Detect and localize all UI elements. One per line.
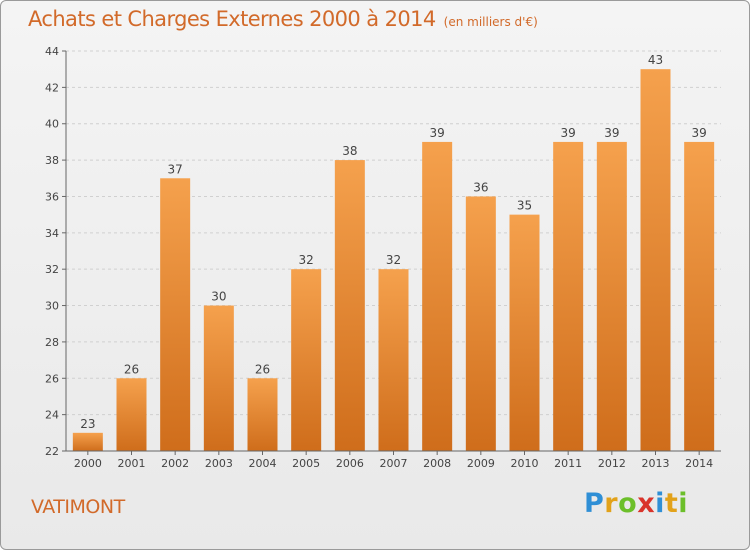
y-tick-label: 38 [45,154,59,167]
x-tick-label-2002: 2002 [161,457,189,470]
data-label-2001: 26 [124,362,139,376]
x-tick-label-2008: 2008 [423,457,451,470]
bar-2003 [203,305,234,451]
data-label-2008: 39 [430,126,445,140]
data-label-2009: 36 [473,180,488,194]
data-label-2014: 39 [692,126,707,140]
y-tick-label: 42 [45,81,59,94]
y-tick-label: 30 [45,300,59,313]
x-tick-label-2003: 2003 [205,457,233,470]
data-label-2006: 38 [342,144,357,158]
bars: 23 26 37 30 26 32 38 32 39 36 35 39 39 43 39 [72,53,715,452]
bar-2006 [334,160,365,451]
bar-2012 [596,141,627,451]
x-tick-label-2013: 2013 [642,457,670,470]
proxiti-logo: Proxiti [584,488,688,519]
logo-letter: x [637,488,656,519]
data-label-2011: 39 [561,126,576,140]
bar-2009 [465,196,496,451]
logo-letter: P [584,488,605,519]
x-tick-label-2001: 2001 [118,457,146,470]
bar-2011 [553,141,584,451]
bar-2002 [160,178,191,452]
y-tick-label: 32 [45,263,59,276]
bar-2008 [422,141,453,451]
bar-2004 [247,378,278,451]
data-label-2000: 23 [80,417,95,431]
y-tick-label: 36 [45,190,59,203]
data-label-2003: 30 [211,290,226,304]
x-tick-label-2009: 2009 [467,457,495,470]
logo-letter: i [655,488,665,519]
x-tick-label-2006: 2006 [336,457,364,470]
x-tick-label-2000: 2000 [74,457,102,470]
logo-letter: i [678,488,689,519]
data-label-2005: 32 [299,253,314,267]
bar-2001 [116,378,147,451]
y-tick-label: 22 [45,445,59,458]
logo-letter: t [664,488,679,519]
bar-2007 [378,269,409,451]
axes: 22 24 26 28 30 32 34 36 38 40 42 44 2000 2001 2002 2003… [45,45,721,470]
unit-label: (en milliers d'€) [443,15,538,29]
x-tick-label-2010: 2010 [511,457,539,470]
logo-letter: o [618,488,638,519]
x-tick-label-2005: 2005 [292,457,320,470]
data-label-2012: 39 [604,126,619,140]
data-label-2002: 37 [168,162,183,176]
chart-title: Achats et Charges Externes 2000 à 2014 (e… [28,7,538,31]
x-tick-label-2011: 2011 [554,457,582,470]
y-tick-label: 24 [45,409,59,422]
bar-2014 [684,141,715,451]
y-tick-label: 44 [45,45,59,58]
y-tick-label: 26 [45,372,59,385]
bar-2013 [640,69,671,451]
place-name: VATIMONT [31,496,125,518]
x-tick-label-2007: 2007 [380,457,408,470]
bar-2000 [72,432,103,451]
x-tick-label-2004: 2004 [249,457,277,470]
data-label-2010: 35 [517,199,532,213]
data-label-2013: 43 [648,53,663,67]
y-tick-label: 40 [45,118,59,131]
logo-letter: r [604,488,619,519]
x-tick-label-2014: 2014 [685,457,713,470]
y-tick-label: 28 [45,336,59,349]
data-label-2007: 32 [386,253,401,267]
bar-2010 [509,214,540,451]
y-tick-label: 34 [45,227,59,240]
bar-2005 [291,269,322,451]
title-text: Achats et Charges Externes 2000 à 2014 [28,7,436,31]
data-label-2004: 26 [255,362,270,376]
x-tick-label-2012: 2012 [598,457,626,470]
